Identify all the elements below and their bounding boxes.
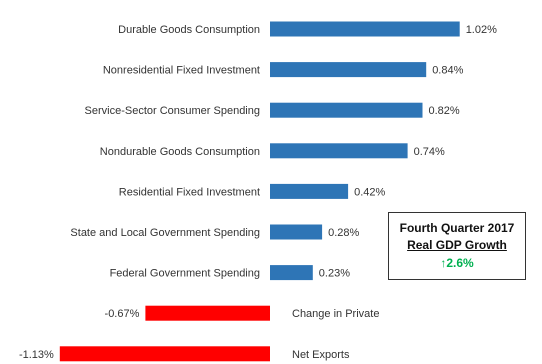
value-label-group: 1.02% 0.84% 0.82% 0.74% 0.42% 0.28% 0.23% -0.67…: [19, 24, 497, 361]
bar-group: [59, 21, 460, 362]
value-label-0: 1.02%: [466, 24, 497, 36]
category-label-5: State and Local Government Spending: [70, 227, 260, 239]
value-label-4: 0.42%: [354, 186, 385, 198]
value-label-5: 0.28%: [328, 227, 359, 239]
bar-6: [270, 265, 313, 281]
category-label-0: Durable Goods Consumption: [118, 24, 260, 36]
category-label-1: Nonresidential Fixed Investment: [103, 65, 260, 77]
bar-1: [270, 62, 427, 78]
gdp-growth-callout: Fourth Quarter 2017 Real GDP Growth ↑2.6…: [388, 212, 526, 280]
category-label-3: Nondurable Goods Consumption: [100, 146, 260, 158]
bar-3: [270, 143, 408, 159]
bar-2: [270, 102, 423, 118]
bar-8: [59, 346, 270, 362]
value-label-1: 0.84%: [432, 65, 463, 77]
value-label-6: 0.23%: [319, 268, 350, 280]
bar-7: [145, 305, 270, 321]
bar-5: [270, 224, 323, 240]
category-label-2: Service-Sector Consumer Spending: [85, 105, 260, 117]
value-label-7: -0.67%: [105, 308, 140, 320]
category-label-8: Net Exports: [292, 349, 350, 361]
category-label-7: Change in Private: [292, 308, 379, 320]
bar-0: [270, 21, 460, 37]
callout-growth-value: 2.6%: [446, 256, 474, 270]
value-label-3: 0.74%: [414, 146, 445, 158]
category-label-group: Durable Goods Consumption Nonresidential …: [70, 24, 379, 361]
value-label-8: -1.13%: [19, 349, 54, 361]
category-label-4: Residential Fixed Investment: [119, 186, 260, 198]
value-label-2: 0.82%: [429, 105, 460, 117]
bar-4: [270, 183, 349, 199]
callout-subtitle: Real GDP Growth: [407, 238, 507, 252]
up-arrow-icon: ↑: [440, 256, 447, 270]
category-label-6: Federal Government Spending: [110, 268, 260, 280]
callout-growth: ↑2.6%: [389, 256, 525, 270]
callout-title: Fourth Quarter 2017: [399, 221, 515, 235]
